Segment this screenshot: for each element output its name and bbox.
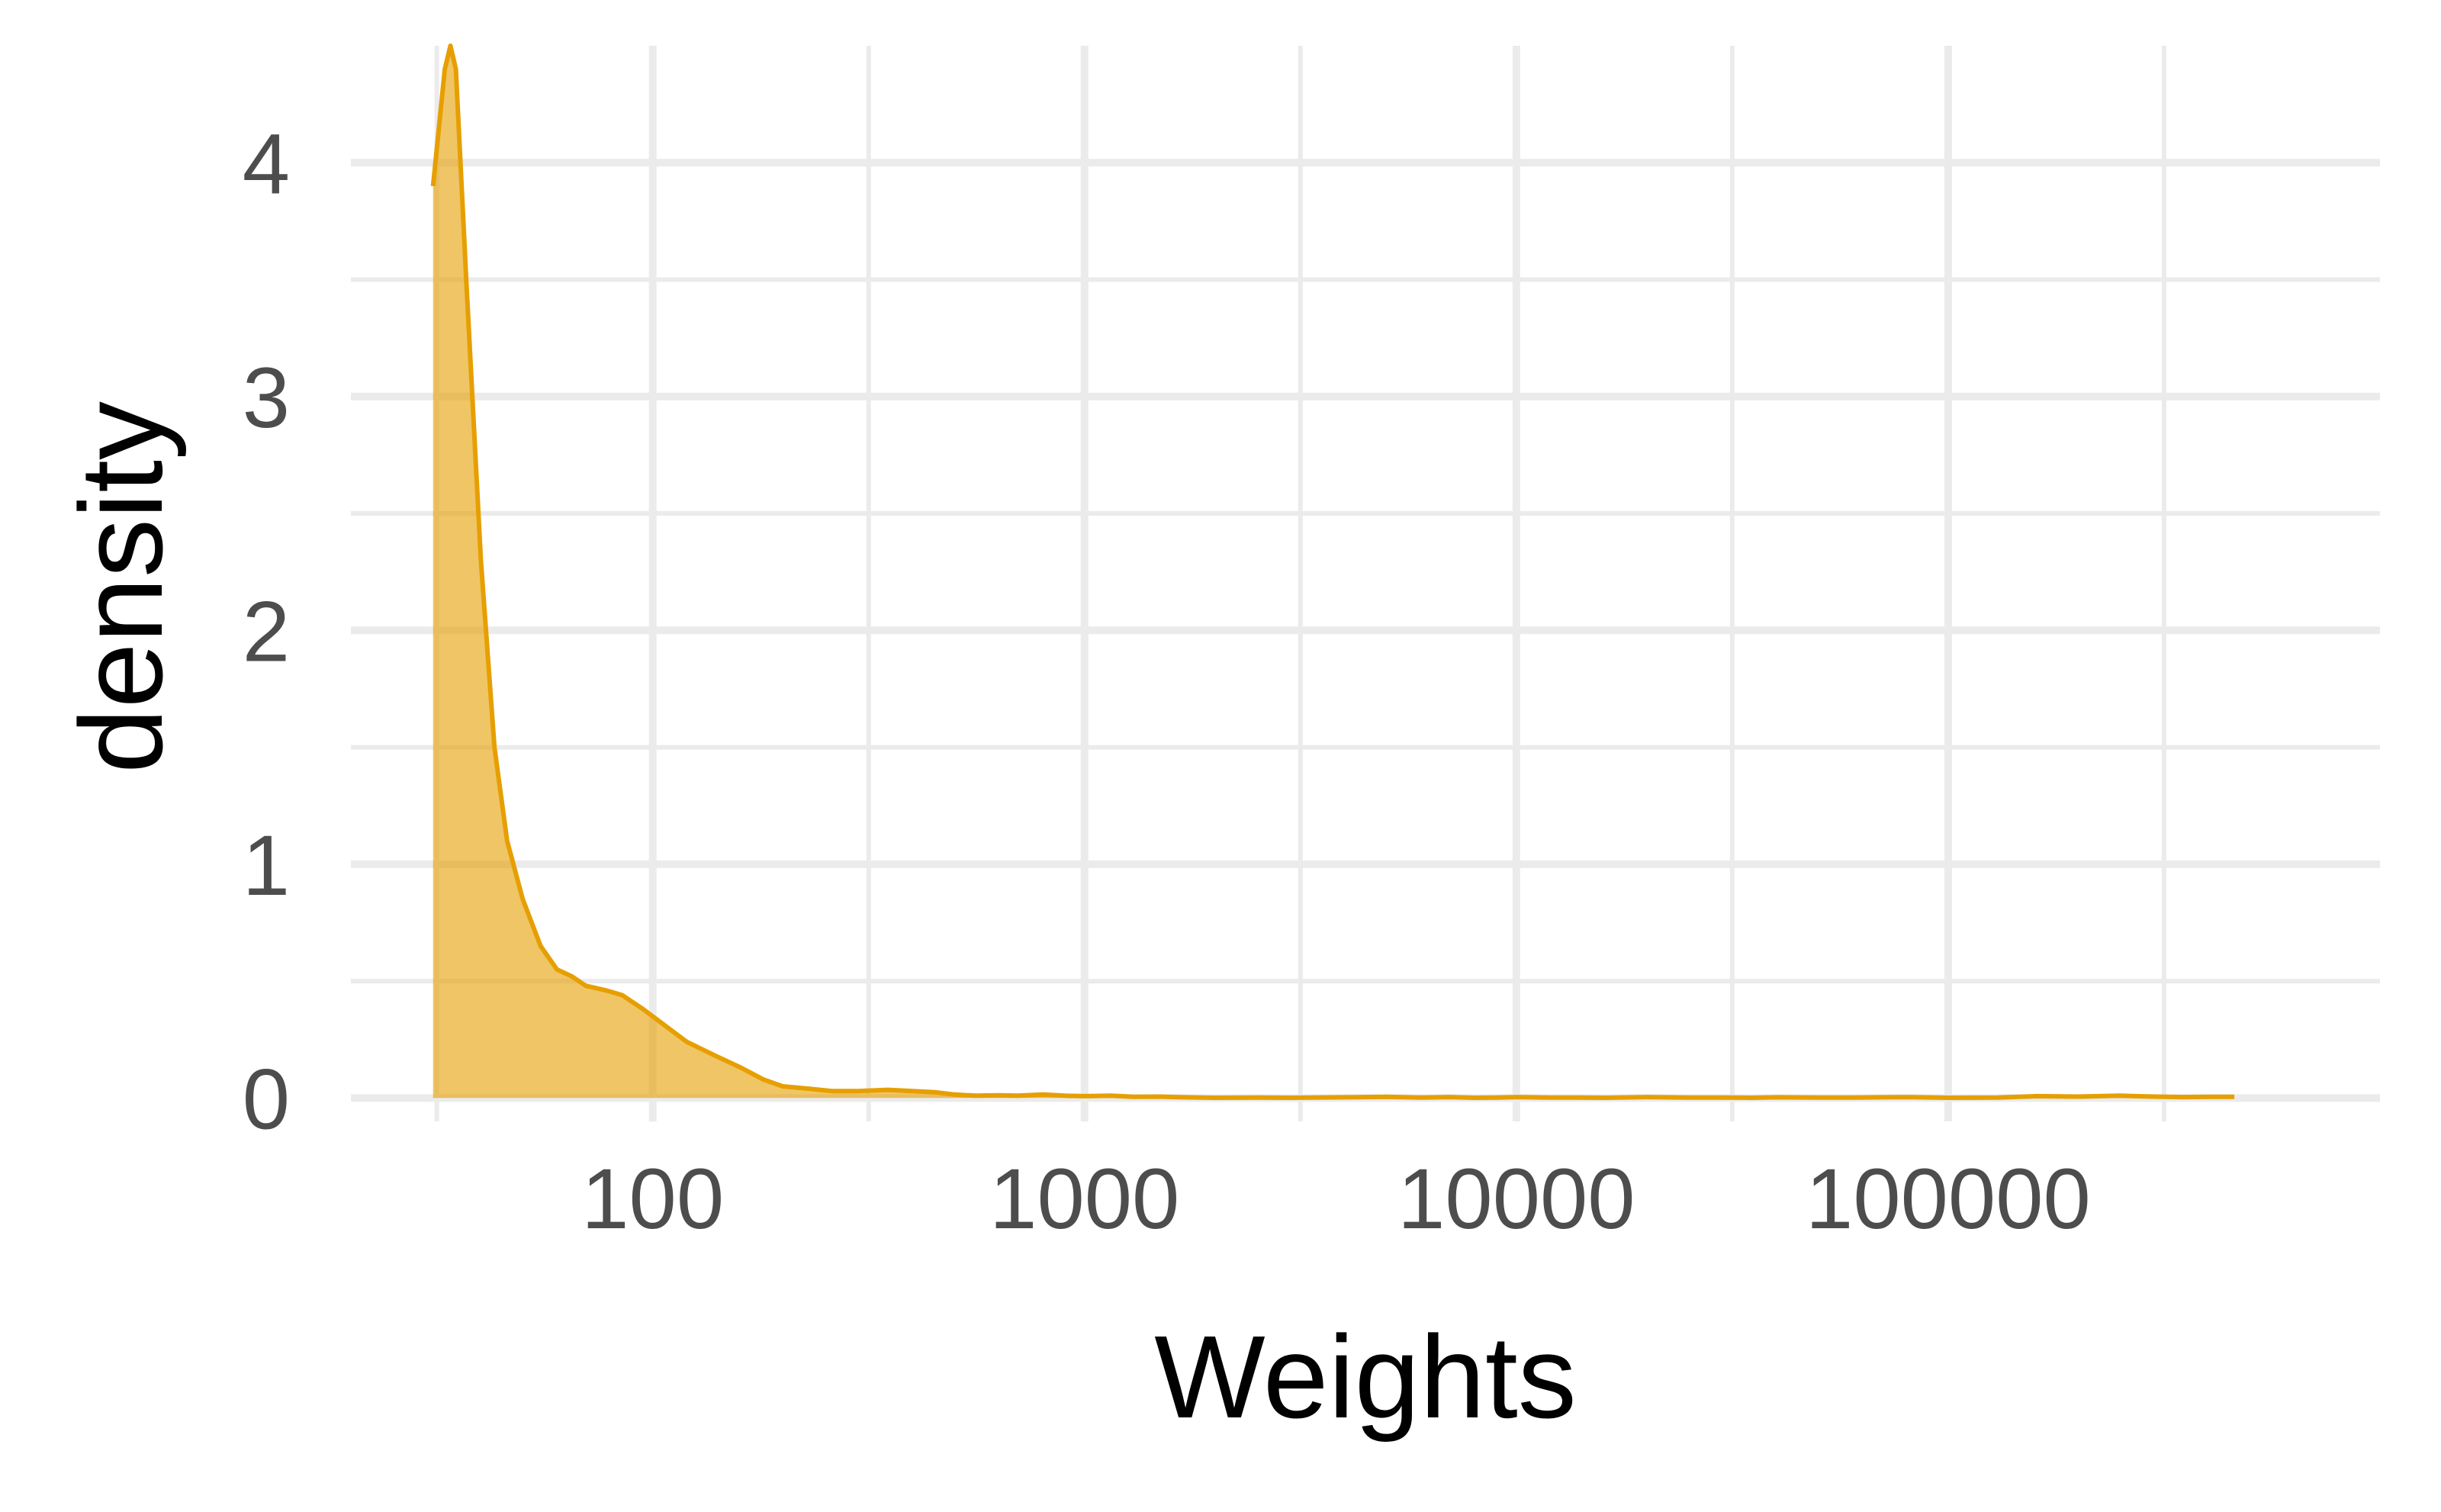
density-line: [430, 43, 2235, 1100]
y-tick-label: 1: [243, 818, 290, 913]
density-area-layer: [430, 43, 2235, 1100]
x-tick-label: 1000: [989, 1151, 1179, 1247]
y-tick-label: 2: [243, 584, 290, 679]
x-tick-label: 100: [581, 1151, 724, 1247]
x-tick-label: 10000: [1397, 1151, 1635, 1247]
y-axis-title: density: [56, 401, 187, 774]
y-axis-ticks: 0 1 2 3 4: [243, 116, 290, 1147]
y-tick-label: 0: [243, 1051, 290, 1147]
y-tick-label: 4: [243, 116, 290, 211]
x-tick-label: 100000: [1806, 1151, 2091, 1247]
y-tick-label: 3: [243, 350, 290, 446]
x-axis-ticks: 100 1000 10000 100000: [581, 1151, 2091, 1247]
x-axis-title: Weights: [1154, 1311, 1577, 1443]
